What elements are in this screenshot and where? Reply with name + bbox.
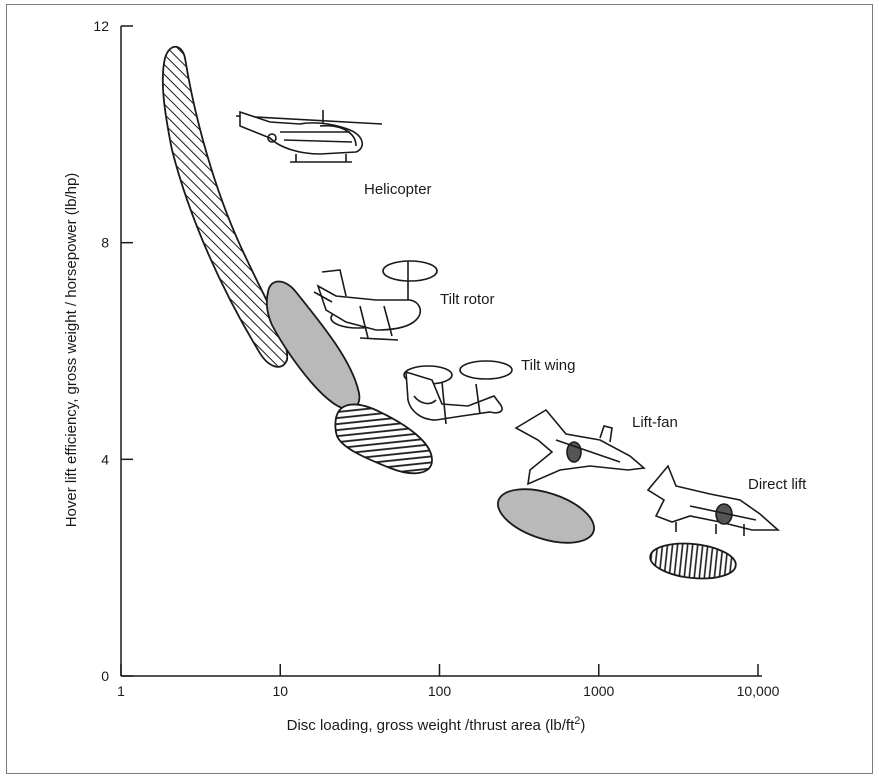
tilt-rotor-illustration-icon xyxy=(313,260,438,341)
label-tilt-wing: Tilt wing xyxy=(521,357,575,374)
x-tick-label-1: 10 xyxy=(272,683,288,699)
label-tilt-rotor: Tilt rotor xyxy=(440,291,494,308)
figure-frame xyxy=(6,4,873,774)
axes xyxy=(120,26,762,677)
x-tick-label-4: 10,000 xyxy=(737,683,780,699)
label-lift-fan: Lift-fan xyxy=(632,414,678,431)
y-tick-label-1: 4 xyxy=(101,451,109,467)
y-tick-label-2: 8 xyxy=(101,235,109,251)
tilt-wing-illustration-icon xyxy=(403,360,513,425)
lift-fan-illustration-icon xyxy=(514,408,646,486)
region-tilt-wing xyxy=(334,403,433,475)
region-helicopter xyxy=(161,45,289,368)
region-direct-lift xyxy=(649,542,737,580)
y-axis-title: Hover lift efficiency, gross weight / ho… xyxy=(63,173,80,528)
region-labels: Helicopter Tilt rotor Tilt wing Lift-fan… xyxy=(364,181,807,493)
x-tick-label-0: 1 xyxy=(117,683,125,699)
x-axis-title: Disc loading, gross weight /thrust area … xyxy=(287,715,586,734)
y-tick-label-3: 12 xyxy=(93,18,109,34)
y-tick-label-0: 0 xyxy=(101,668,109,684)
data-regions xyxy=(161,45,737,580)
region-lift-fan xyxy=(497,488,595,544)
x-ticks: 1 10 100 1000 10,000 xyxy=(117,664,780,699)
label-direct-lift: Direct lift xyxy=(748,476,807,493)
label-helicopter: Helicopter xyxy=(364,181,432,198)
direct-lift-illustration-icon xyxy=(646,464,781,536)
x-tick-label-3: 1000 xyxy=(583,683,614,699)
y-ticks: 0 4 8 12 xyxy=(93,18,133,684)
helicopter-illustration-icon xyxy=(235,110,383,163)
x-tick-label-2: 100 xyxy=(428,683,452,699)
